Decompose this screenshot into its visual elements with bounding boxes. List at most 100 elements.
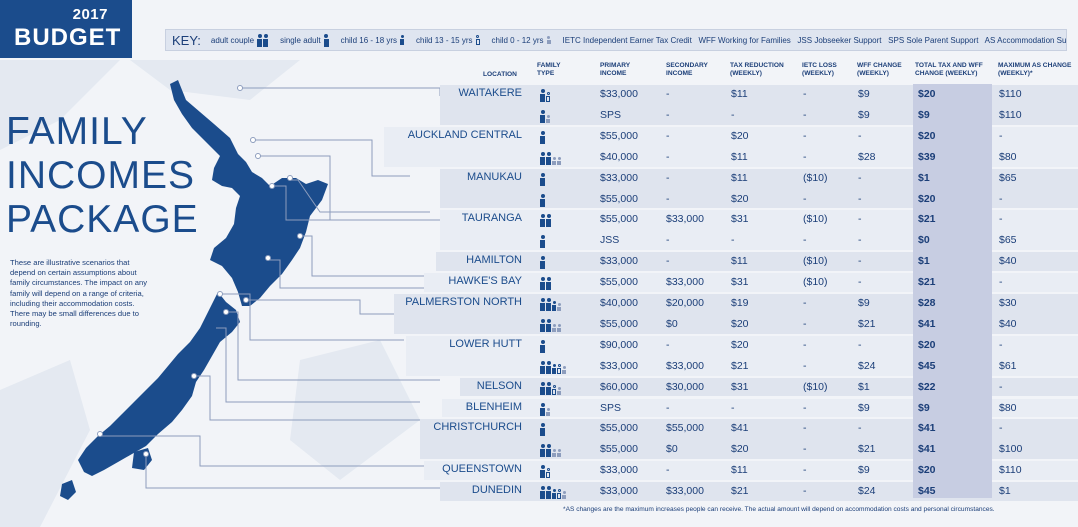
cell-wff: $9: [858, 297, 870, 309]
child-icon: [557, 386, 561, 395]
header-total-change: TOTAL TAX AND WFF CHANGE (WEEKLY): [915, 62, 983, 77]
cell-tax: $11: [731, 150, 748, 163]
cell-wff: -: [858, 422, 862, 435]
key-label: KEY:: [172, 32, 201, 48]
child-13-15-icon: [546, 92, 550, 102]
cell-tax: $20: [731, 317, 749, 330]
adult-icon: [540, 402, 545, 416]
cell-secondary: $33,000: [666, 359, 704, 372]
cell-primary: $40,000: [600, 150, 638, 163]
location-name: PALMERSTON NORTH: [405, 296, 522, 308]
cell-as: -: [999, 276, 1003, 289]
adult-icon: [546, 214, 551, 228]
cell-secondary: $33,000: [666, 276, 704, 289]
key-abbreviations: IETC Independent Earner Tax Credit WFF W…: [562, 35, 1067, 45]
child-icon: [557, 323, 561, 332]
child-icon: [557, 303, 561, 311]
key-item-label: adult couple: [210, 35, 255, 45]
cell-primary: $55,000: [600, 422, 638, 435]
header-tax-reduction: TAX REDUCTION (WEEKLY): [730, 62, 784, 77]
title-line-2: INCOMES: [6, 154, 196, 197]
location-name: LOWER HUTT: [449, 337, 522, 350]
cell-primary: $55,000: [600, 443, 638, 456]
key-item-label: child 13 - 15 yrs: [416, 35, 473, 45]
cell-wff: -: [858, 213, 862, 226]
cell-ietc: ($10): [803, 276, 828, 289]
family-type-icons: [540, 214, 552, 228]
cell-primary: $33,000: [600, 359, 638, 372]
cell-tax: $11: [731, 88, 748, 100]
location-name: HAMILTON: [466, 254, 522, 267]
cell-primary: $33,000: [600, 485, 638, 498]
adult-icon: [540, 423, 545, 437]
budget-year: 2017: [72, 6, 108, 23]
adult-icon: [540, 109, 545, 123]
cell-ietc: -: [803, 422, 807, 435]
key-item: child 16 - 18 yrs: [341, 35, 405, 45]
cell-ietc: -: [803, 129, 807, 142]
cell-as: $30: [999, 297, 1017, 309]
family-type-icons: [540, 193, 546, 207]
family-type-icons: [540, 402, 551, 416]
cell-tax: -: [731, 234, 735, 247]
adult-icon: [546, 444, 551, 458]
cell-secondary: $0: [666, 443, 678, 456]
adult-icon: [540, 256, 545, 270]
cell-total: $41: [918, 317, 936, 330]
adult-icon: [540, 381, 545, 395]
family-type-icons: [540, 130, 546, 144]
header-secondary-income: SECONDARY INCOME: [666, 62, 708, 77]
cell-secondary: -: [666, 255, 670, 268]
title-line-1: FAMILY: [6, 110, 148, 153]
adult-icon: [540, 360, 545, 374]
key-item-label: child 16 - 18 yrs: [340, 35, 398, 45]
title-line-3: PACKAGE: [6, 198, 199, 241]
location-name: NELSON: [476, 379, 522, 392]
cell-as: $40: [999, 317, 1017, 330]
family-type-icons: [540, 277, 552, 291]
adult-icon: [540, 214, 545, 228]
family-type-icons: [540, 172, 546, 186]
cell-ietc: ($10): [803, 380, 828, 393]
cell-ietc: -: [803, 88, 807, 100]
leader-lines: [100, 87, 441, 489]
header-primary-income: PRIMARY INCOME: [600, 62, 631, 77]
cell-ietc: -: [803, 150, 807, 163]
cell-tax: $20: [731, 338, 749, 351]
header-location: LOCATION: [483, 71, 517, 78]
adult-icon: [546, 381, 551, 395]
cell-wff: $21: [858, 317, 876, 330]
description-text: These are illustrative scenarios that de…: [10, 258, 148, 329]
location-name: CHRISTCHURCH: [433, 421, 522, 434]
footnote: *AS changes are the maximum increases pe…: [563, 506, 995, 513]
header-wff-change: WFF CHANGE (WEEKLY): [857, 62, 902, 77]
page-title: FAMILY INCOMES PACKAGE: [6, 110, 199, 242]
family-type-icons: [540, 465, 551, 479]
cell-secondary: $20,000: [666, 297, 704, 309]
cell-as: $110: [999, 108, 1022, 121]
teen-icon: [400, 35, 405, 45]
adult-icon: [540, 339, 545, 353]
cell-primary: JSS: [600, 234, 620, 247]
cell-tax: $20: [731, 129, 749, 142]
adult-icon: [263, 33, 269, 47]
cell-total: $20: [918, 464, 936, 477]
cell-wff: -: [858, 234, 862, 247]
child-13-15-icon: [475, 35, 480, 45]
cell-wff: -: [858, 276, 862, 289]
cell-ietc: -: [803, 485, 807, 498]
cell-ietc: -: [803, 443, 807, 456]
cell-ietc: ($10): [803, 171, 828, 184]
cell-primary: $55,000: [600, 276, 638, 289]
adult-icon: [540, 235, 545, 249]
cell-wff: -: [858, 255, 862, 268]
cell-primary: SPS: [600, 108, 622, 121]
cell-wff: $9: [858, 464, 870, 477]
cell-ietc: ($10): [803, 213, 828, 226]
cell-wff: -: [858, 171, 862, 184]
adult-icon: [540, 151, 545, 165]
cell-secondary: -: [666, 338, 670, 351]
cell-ietc: ($10): [803, 255, 828, 268]
adult-icon: [540, 298, 545, 311]
